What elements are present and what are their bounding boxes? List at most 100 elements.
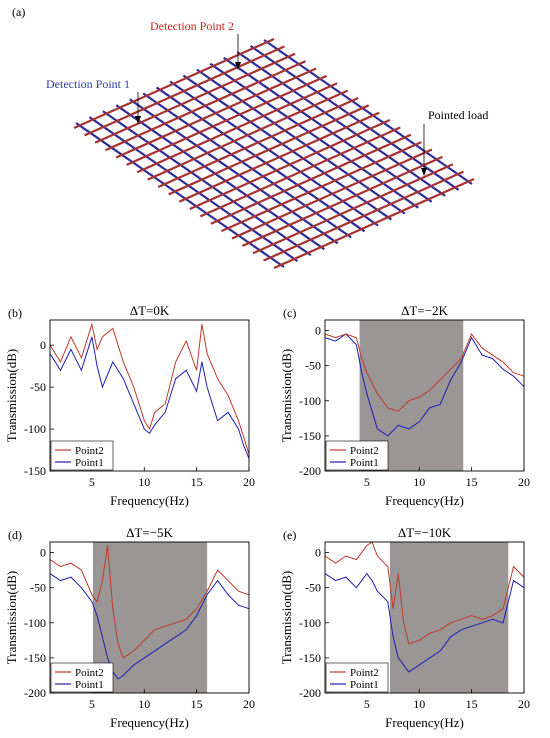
series-line-point2	[49, 545, 250, 659]
series-line-point1	[49, 573, 250, 680]
chart-title: ΔT=−5K	[126, 525, 173, 540]
legend-label: Point2	[350, 445, 379, 457]
panel-label: (c)	[283, 306, 296, 320]
x-axis-label: Frequency(Hz)	[110, 715, 189, 730]
lattice-beam	[105, 60, 307, 152]
legend-label: Point1	[350, 679, 379, 691]
legend-box	[50, 440, 114, 471]
plot-frame	[49, 319, 250, 472]
y-axis-label: Transmission(dB)	[279, 349, 294, 442]
lattice-beam	[168, 104, 370, 196]
plot-frame	[324, 319, 525, 472]
lattice-beam	[189, 119, 391, 211]
y-tick-label: -100	[24, 422, 46, 436]
lattice-beam	[178, 111, 380, 203]
detection-point-1-label: Detection Point 1	[46, 77, 130, 91]
series-line-point2	[324, 333, 525, 412]
lattice-beam	[241, 155, 443, 247]
x-tick-label: 20	[518, 475, 530, 489]
x-tick-label: 10	[138, 475, 150, 489]
chart-panel-e: 5 10 15 20 -200 -150 -100 -50 0 (e) ΔT=−10K Frequen…	[279, 525, 530, 730]
x-tick-label: 5	[89, 475, 95, 489]
pointed-load-arrowhead	[421, 168, 427, 176]
y-tick-label: -100	[299, 616, 321, 630]
lattice-beam	[273, 177, 475, 270]
chart-title: ΔT=−10K	[398, 525, 452, 540]
legend-label: Point1	[75, 457, 104, 469]
lattice-figure: (a) Detection Point 2 Detection Point 1 …	[12, 5, 488, 270]
x-tick-label: 15	[466, 475, 478, 489]
y-tick-label: 0	[40, 546, 46, 560]
plot-frame	[49, 541, 250, 694]
legend-label: Point2	[75, 445, 104, 457]
series-line-point2	[49, 322, 250, 455]
pointed-load-label: Pointed load	[428, 108, 488, 122]
y-tick-label: -150	[24, 464, 46, 478]
chart-panel-b: 5 10 15 20 -150 -100 -50 0 (b) ΔT=0K Frequency(Hz)…	[4, 303, 255, 508]
legend-label: Point1	[350, 457, 379, 469]
y-tick-label: 0	[40, 338, 46, 352]
y-tick-label: -50	[30, 380, 46, 394]
chart-title: ΔT=0K	[130, 303, 170, 318]
lattice-beam	[210, 133, 412, 225]
legend-box	[325, 662, 389, 693]
series-line-point1	[324, 572, 525, 673]
y-tick-label: -150	[299, 651, 321, 665]
y-axis-label: Transmission(dB)	[4, 571, 19, 664]
panel-label: (d)	[8, 528, 22, 542]
detection-point-2-arrowhead	[235, 62, 241, 70]
y-tick-label: -50	[305, 359, 321, 373]
x-tick-label: 10	[138, 697, 150, 711]
panel-label: (b)	[8, 306, 22, 320]
chart-title: ΔT=−2K	[401, 303, 448, 318]
x-tick-label: 15	[191, 475, 203, 489]
lattice-beam	[126, 74, 328, 166]
lattice-beam	[73, 37, 275, 130]
series-line-point1	[324, 333, 525, 437]
chart-panel-c: 5 10 15 20 -200 -150 -100 -50 0 (c) ΔT=−2K Frequenc…	[279, 303, 530, 508]
x-tick-label: 10	[413, 697, 425, 711]
legend-label: Point1	[75, 679, 104, 691]
y-tick-label: -200	[24, 686, 46, 700]
y-tick-label: -200	[299, 686, 321, 700]
panel-label-a: (a)	[12, 5, 25, 19]
lattice-beam	[220, 141, 422, 233]
x-tick-label: 15	[191, 697, 203, 711]
detection-point-1-arrowhead	[135, 116, 141, 124]
lattice-beam	[199, 126, 401, 218]
y-tick-label: -50	[305, 581, 321, 595]
x-tick-label: 20	[243, 475, 255, 489]
y-axis-label: Transmission(dB)	[279, 571, 294, 664]
y-tick-label: 0	[315, 324, 321, 338]
chart-panel-d: 5 10 15 20 -200 -150 -100 -50 0 (d) ΔT=−5K Frequenc…	[4, 525, 255, 730]
y-tick-label: -100	[299, 394, 321, 408]
x-tick-label: 5	[364, 475, 370, 489]
y-tick-label: -150	[299, 429, 321, 443]
y-axis-label: Transmission(dB)	[4, 349, 19, 442]
legend-label: Point2	[75, 667, 104, 679]
lattice-beam	[252, 163, 454, 255]
legend-label: Point2	[350, 667, 379, 679]
legend-box	[50, 662, 114, 693]
x-axis-label: Frequency(Hz)	[385, 493, 464, 508]
y-tick-label: -50	[30, 581, 46, 595]
legend-box	[325, 440, 389, 471]
x-tick-label: 5	[364, 697, 370, 711]
x-tick-label: 10	[413, 475, 425, 489]
lattice-beam	[115, 67, 317, 159]
y-tick-label: -200	[299, 464, 321, 478]
series-line-point1	[49, 336, 250, 459]
lattice-beam	[94, 52, 296, 144]
x-tick-label: 15	[466, 697, 478, 711]
series-line-point2	[324, 541, 525, 645]
y-tick-label: -150	[24, 651, 46, 665]
lattice-beam	[263, 170, 464, 262]
y-tick-label: -100	[24, 616, 46, 630]
panel-label: (e)	[283, 528, 296, 542]
x-axis-label: Frequency(Hz)	[110, 493, 189, 508]
lattice-beam	[84, 45, 285, 137]
lattice-beam	[157, 96, 359, 188]
x-tick-label: 20	[518, 697, 530, 711]
lattice-grid	[73, 37, 475, 270]
lattice-beam	[147, 89, 349, 181]
